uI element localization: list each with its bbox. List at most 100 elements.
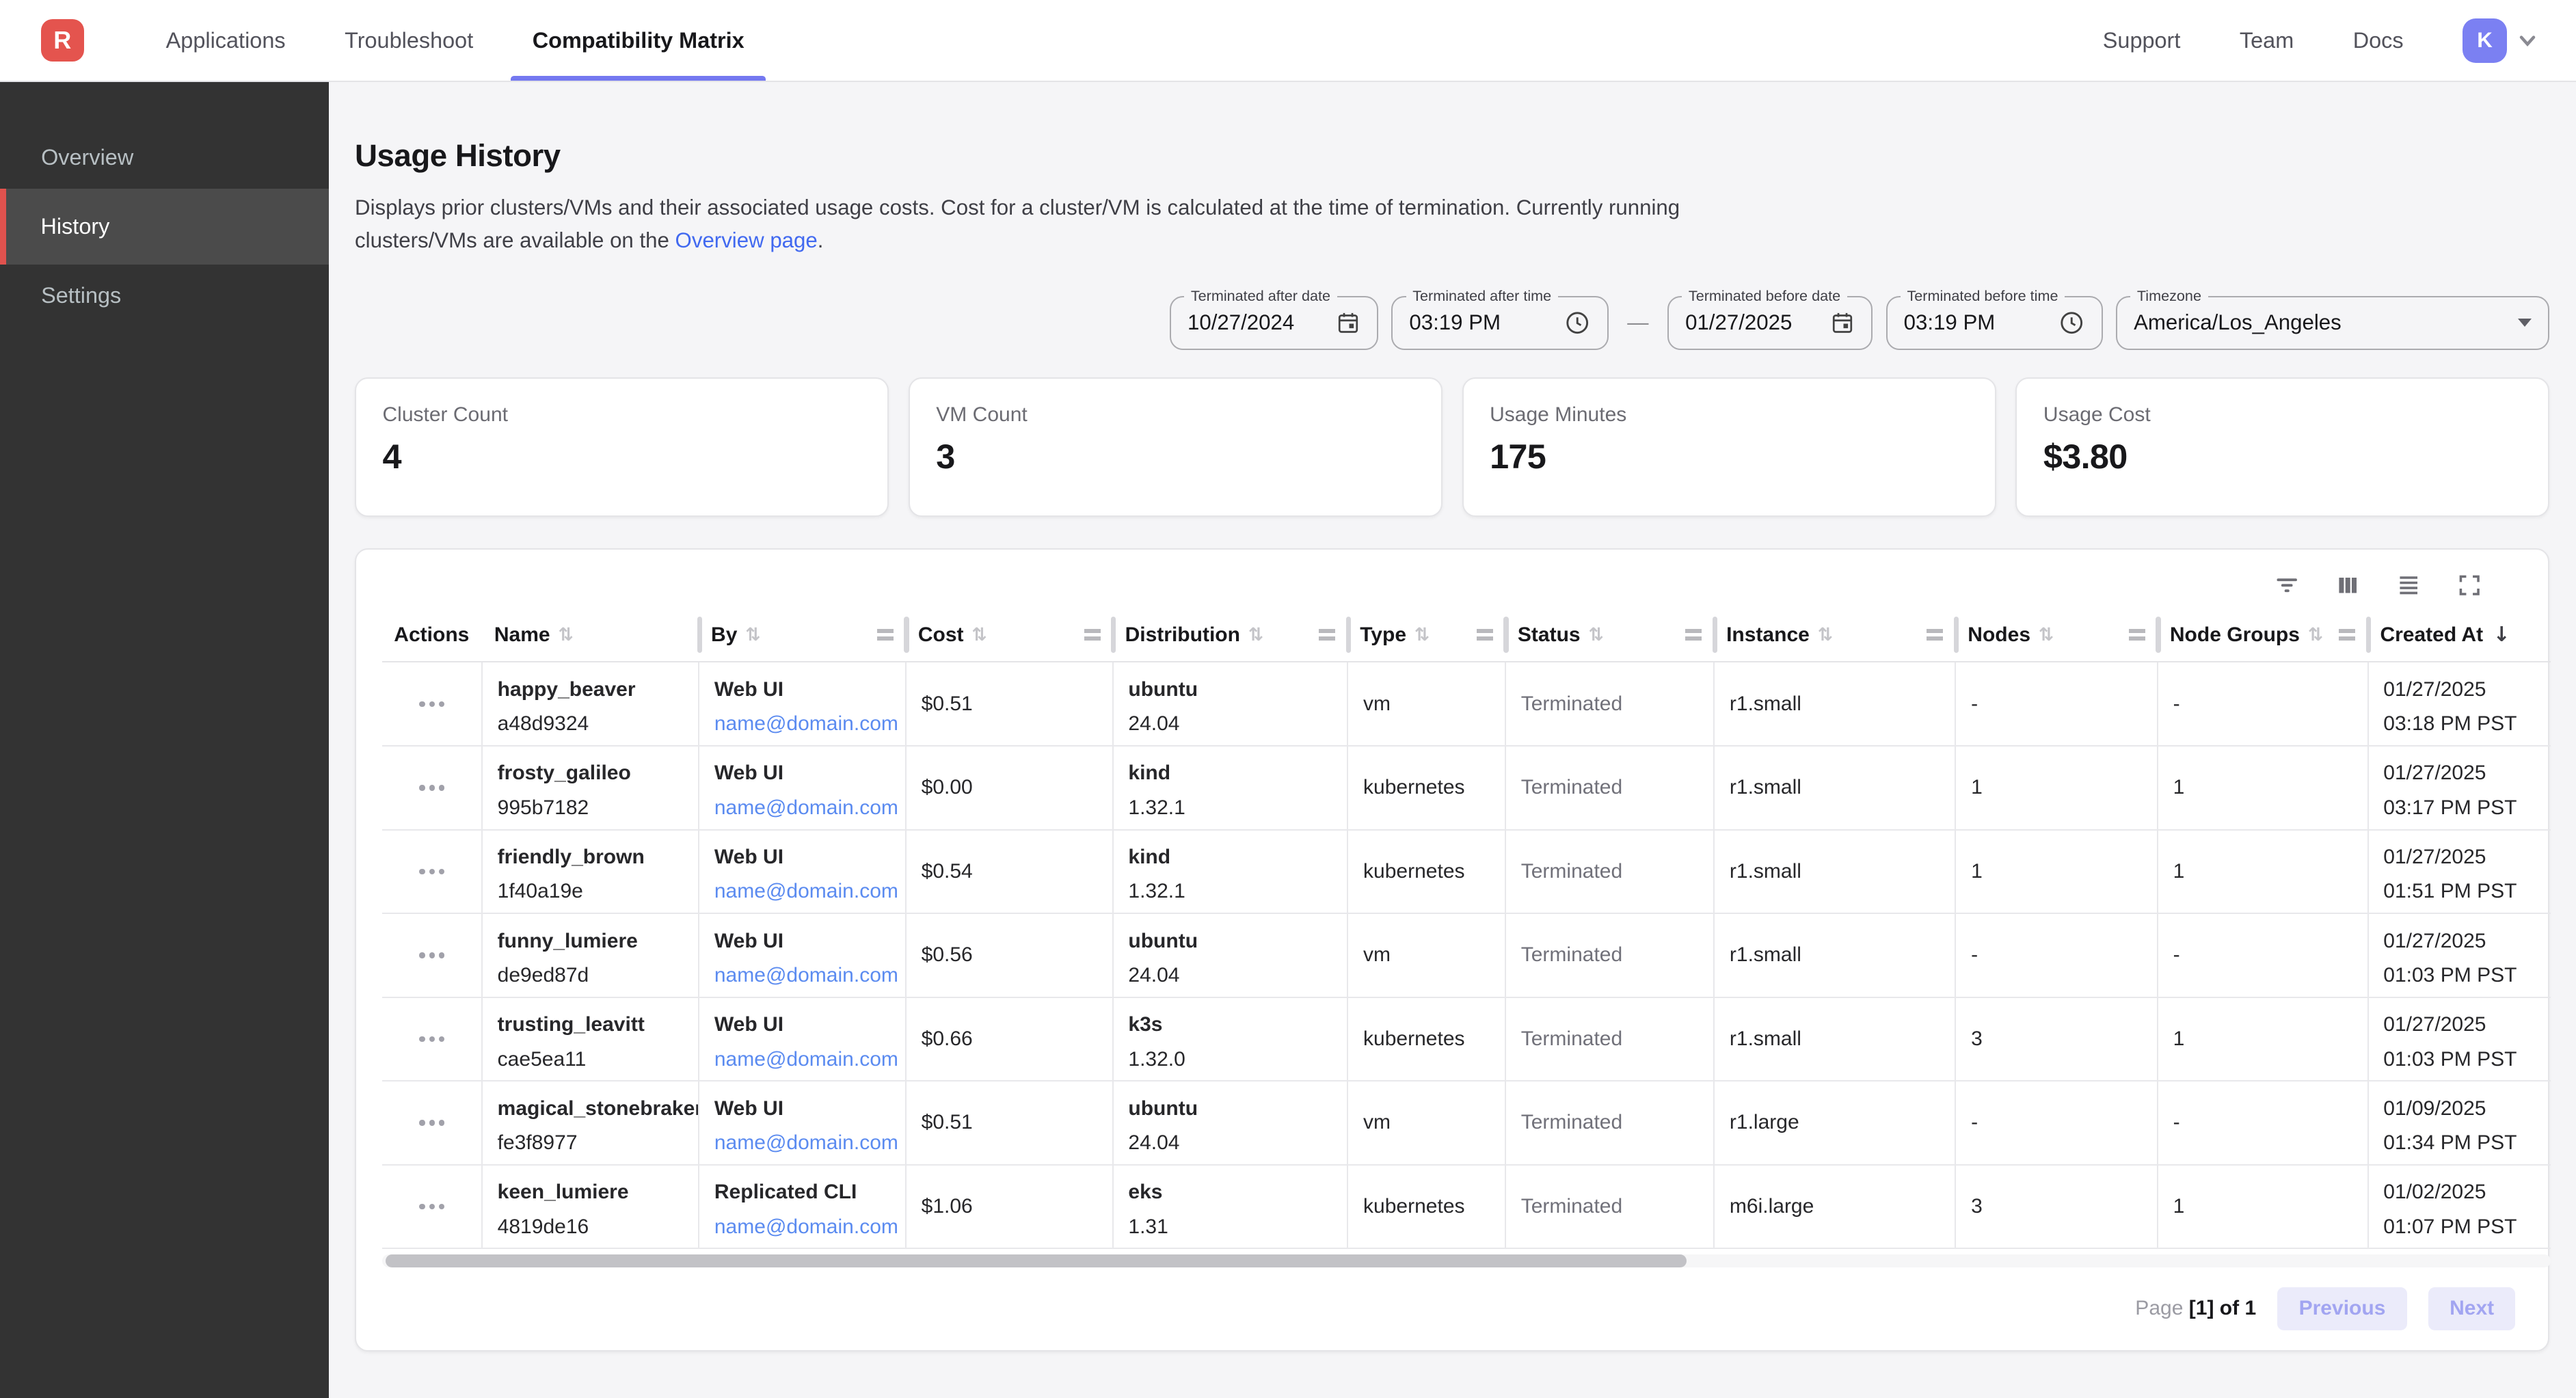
- clock-icon[interactable]: [2058, 310, 2084, 336]
- show-hide-columns-icon[interactable]: [2335, 572, 2361, 598]
- column-resize-handle[interactable]: [2128, 629, 2145, 641]
- cell-distribution: kind 1.32.1: [1114, 830, 1349, 913]
- cell-nodes: 1: [1956, 747, 2159, 829]
- terminated-before-date-value: 01/27/2025: [1685, 310, 1793, 335]
- sort-icon: ⇅: [1248, 624, 1264, 646]
- sidebar-item-settings[interactable]: Settings: [41, 283, 122, 308]
- column-header-type[interactable]: Type ⇅: [1348, 608, 1509, 661]
- column-header-node_groups[interactable]: Node Groups ⇅: [2158, 608, 2372, 661]
- terminated-before-date-field[interactable]: Terminated before date 01/27/2025: [1667, 287, 1873, 351]
- cell-name: keen_lumiere 4819de16: [483, 1165, 700, 1248]
- cell-instance: m6i.large: [1715, 1165, 1957, 1248]
- row-actions-button[interactable]: [413, 946, 451, 965]
- column-header-created_at[interactable]: Created At ↓: [2380, 623, 2510, 647]
- column-header-cost[interactable]: Cost ⇅: [907, 608, 1116, 661]
- cell-actions: [382, 747, 483, 829]
- cell-email-link[interactable]: name@domain.com: [714, 1131, 898, 1155]
- terminated-after-date-field[interactable]: Terminated after date 10/27/2024: [1170, 287, 1379, 351]
- column-resize-handle[interactable]: [876, 629, 894, 641]
- column-resize-handle[interactable]: [1927, 629, 1944, 641]
- cell-name: friendly_brown 1f40a19e: [483, 830, 700, 913]
- column-header-name[interactable]: Name ⇅: [483, 608, 702, 661]
- overview-page-link[interactable]: Overview page: [675, 228, 818, 253]
- user-avatar[interactable]: K: [2463, 18, 2507, 63]
- cell-node_groups: 1: [2158, 830, 2369, 913]
- cell-by: Replicated CLI name@domain.com: [699, 1165, 907, 1248]
- cell-email-link[interactable]: name@domain.com: [714, 1215, 898, 1238]
- cell-nodes: 3: [1956, 997, 2159, 1081]
- cell-created_at: 01/09/2025 01:34 PM PST: [2383, 1097, 2517, 1155]
- row-actions-button[interactable]: [413, 778, 451, 797]
- column-header-instance[interactable]: Instance ⇅: [1715, 608, 1959, 661]
- stat-card-usage-cost: Usage Cost $3.80: [2015, 377, 2550, 517]
- row-actions-button[interactable]: [413, 862, 451, 881]
- nav-link-team[interactable]: Team: [2239, 27, 2294, 53]
- column-resize-handle[interactable]: [2339, 629, 2356, 641]
- terminated-before-time-field[interactable]: Terminated before time 03:19 PM: [1886, 287, 2103, 351]
- table-row: keen_lumiere 4819de16 Replicated CLI name@d…: [382, 1165, 2551, 1250]
- sort-descending-icon: ↓: [2493, 623, 2510, 647]
- cell-created_at: 01/27/2025 03:17 PM PST: [2383, 762, 2517, 819]
- column-header-nodes[interactable]: Nodes ⇅: [1956, 608, 2161, 661]
- column-resize-handle[interactable]: [1084, 629, 1101, 641]
- column-resize-handle[interactable]: [1685, 629, 1702, 641]
- cell-email-link[interactable]: name@domain.com: [714, 880, 898, 903]
- calendar-icon[interactable]: [1830, 310, 1855, 335]
- column-header-by[interactable]: By ⇅: [699, 608, 909, 661]
- horizontal-scrollbar-thumb[interactable]: [386, 1254, 1687, 1267]
- column-separator: [697, 617, 702, 654]
- nav-link-support[interactable]: Support: [2102, 27, 2181, 53]
- navbar-right: Support Team Docs K: [2103, 18, 2540, 63]
- column-separator: [2156, 617, 2161, 654]
- replicated-logo[interactable]: R: [41, 18, 84, 62]
- row-actions-button[interactable]: [413, 1114, 451, 1133]
- column-separator: [1111, 617, 1116, 654]
- nav-link-docs[interactable]: Docs: [2352, 27, 2404, 53]
- next-page-button[interactable]: Next: [2428, 1287, 2516, 1330]
- cell-email-link[interactable]: name@domain.com: [714, 796, 898, 819]
- cell-node_groups: -: [2158, 662, 2369, 746]
- cell-distribution: kind 1.32.1: [1114, 747, 1349, 829]
- chevron-down-icon[interactable]: [2515, 28, 2540, 53]
- column-resize-handle[interactable]: [1476, 629, 1493, 641]
- cell-status: Terminated: [1506, 662, 1715, 746]
- column-separator: [1503, 617, 1509, 654]
- cell-status: Terminated: [1506, 830, 1715, 913]
- terminated-after-time-field[interactable]: Terminated after time 03:19 PM: [1391, 287, 1609, 351]
- calendar-icon[interactable]: [1336, 310, 1360, 335]
- column-header-status[interactable]: Status ⇅: [1506, 608, 1717, 661]
- cell-email-link[interactable]: name@domain.com: [714, 964, 898, 986]
- column-resize-handle[interactable]: [1319, 629, 1336, 641]
- previous-page-button[interactable]: Previous: [2277, 1287, 2407, 1330]
- sort-icon: ⇅: [558, 624, 574, 646]
- cell-by: Web UI name@domain.com: [699, 914, 907, 997]
- sort-icon: ⇅: [745, 624, 761, 646]
- filter-icon[interactable]: [2274, 572, 2300, 598]
- cell-node_groups: -: [2158, 1081, 2369, 1164]
- sidebar-item-overview[interactable]: Overview: [41, 145, 134, 170]
- cell-instance: r1.small: [1715, 830, 1957, 913]
- column-separator: [1345, 617, 1351, 654]
- sort-icon: ⇅: [2307, 624, 2324, 646]
- cell-email-link[interactable]: name@domain.com: [714, 712, 898, 736]
- cell-instance: r1.large: [1715, 1081, 1957, 1164]
- timezone-select[interactable]: Timezone America/Los_Angeles: [2116, 287, 2550, 351]
- table-row: magical_stonebraker fe3f8977 Web UI name@do…: [382, 1081, 2551, 1166]
- column-header-distribution[interactable]: Distribution ⇅: [1114, 608, 1351, 661]
- table-body: happy_beaver a48d9324 Web UI name@domain.co…: [382, 662, 2551, 1250]
- nav-tab-troubleshoot[interactable]: Troubleshoot: [345, 27, 474, 53]
- fullscreen-icon[interactable]: [2456, 572, 2482, 598]
- nav-tab-compatibility-matrix[interactable]: Compatibility Matrix: [502, 0, 774, 81]
- cell-status: Terminated: [1506, 997, 1715, 1081]
- clock-icon[interactable]: [1564, 310, 1590, 336]
- terminated-after-time-value: 03:19 PM: [1409, 310, 1501, 335]
- row-actions-button[interactable]: [413, 1030, 451, 1049]
- top-navbar: R Applications Troubleshoot Compatibilit…: [0, 0, 2576, 83]
- cell-email-link[interactable]: name@domain.com: [714, 1047, 898, 1071]
- table-toolbar: [382, 563, 2548, 608]
- nav-tab-applications[interactable]: Applications: [165, 27, 286, 53]
- sidebar-item-history[interactable]: History: [0, 189, 329, 265]
- row-density-icon[interactable]: [2396, 572, 2421, 598]
- row-actions-button[interactable]: [413, 1197, 451, 1216]
- row-actions-button[interactable]: [413, 695, 451, 714]
